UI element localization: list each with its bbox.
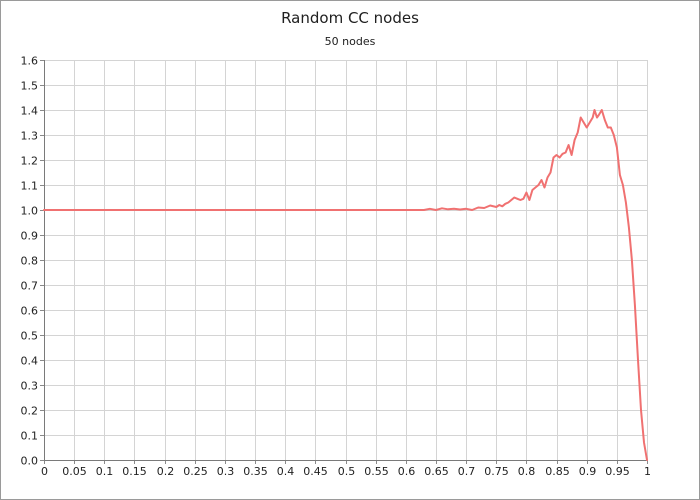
x-tick-label: 0.3 bbox=[217, 465, 235, 478]
y-tick-label: 0.0 bbox=[21, 455, 39, 468]
x-tick-label: 0.1 bbox=[96, 465, 114, 478]
y-tick-label: 1.5 bbox=[21, 80, 39, 93]
y-tick-label: 1.2 bbox=[21, 155, 39, 168]
x-tick-label: 0.45 bbox=[303, 465, 328, 478]
chart-title: Random CC nodes bbox=[281, 9, 419, 27]
x-tick-label: 0.95 bbox=[605, 465, 630, 478]
x-tick-label: 0.75 bbox=[484, 465, 509, 478]
x-tick-label: 0.2 bbox=[157, 465, 175, 478]
x-tick-label: 0.8 bbox=[518, 465, 536, 478]
x-tick-label: 0.85 bbox=[545, 465, 570, 478]
y-tick-label: 1.4 bbox=[21, 105, 39, 118]
y-tick-label: 1.6 bbox=[21, 55, 39, 68]
y-tick-label: 0.5 bbox=[21, 330, 39, 343]
chart-subtitle: 50 nodes bbox=[324, 35, 376, 48]
y-tick-label: 1.3 bbox=[21, 130, 39, 143]
x-tick-label: 0.9 bbox=[579, 465, 597, 478]
y-tick-label: 0.7 bbox=[21, 280, 39, 293]
x-tick-label: 0.7 bbox=[458, 465, 476, 478]
x-tick-label: 0.15 bbox=[122, 465, 147, 478]
x-tick-label: 0.35 bbox=[243, 465, 268, 478]
series-line-0 bbox=[43, 109, 648, 461]
x-tick-label: 0.4 bbox=[277, 465, 295, 478]
x-tick-label: 0.5 bbox=[338, 465, 356, 478]
y-tick-label: 0.6 bbox=[21, 305, 39, 318]
x-tick-label: 0.25 bbox=[183, 465, 208, 478]
y-tick-label: 1.0 bbox=[21, 205, 39, 218]
y-tick-label: 0.2 bbox=[21, 405, 39, 418]
x-tick-label: 0 bbox=[41, 465, 48, 478]
y-tick-label: 0.4 bbox=[21, 355, 39, 368]
x-tick-label: 0.55 bbox=[364, 465, 389, 478]
y-tick-label: 0.1 bbox=[21, 430, 39, 443]
y-tick-label: 1.1 bbox=[21, 180, 39, 193]
y-tick-label: 0.3 bbox=[21, 380, 39, 393]
x-tick-label: 0.65 bbox=[424, 465, 449, 478]
x-tick-label: 0.6 bbox=[398, 465, 416, 478]
x-tick-label: 1 bbox=[644, 465, 651, 478]
y-tick-label: 0.8 bbox=[21, 255, 39, 268]
x-tick-label: 0.05 bbox=[62, 465, 87, 478]
y-tick-label: 0.9 bbox=[21, 230, 39, 243]
